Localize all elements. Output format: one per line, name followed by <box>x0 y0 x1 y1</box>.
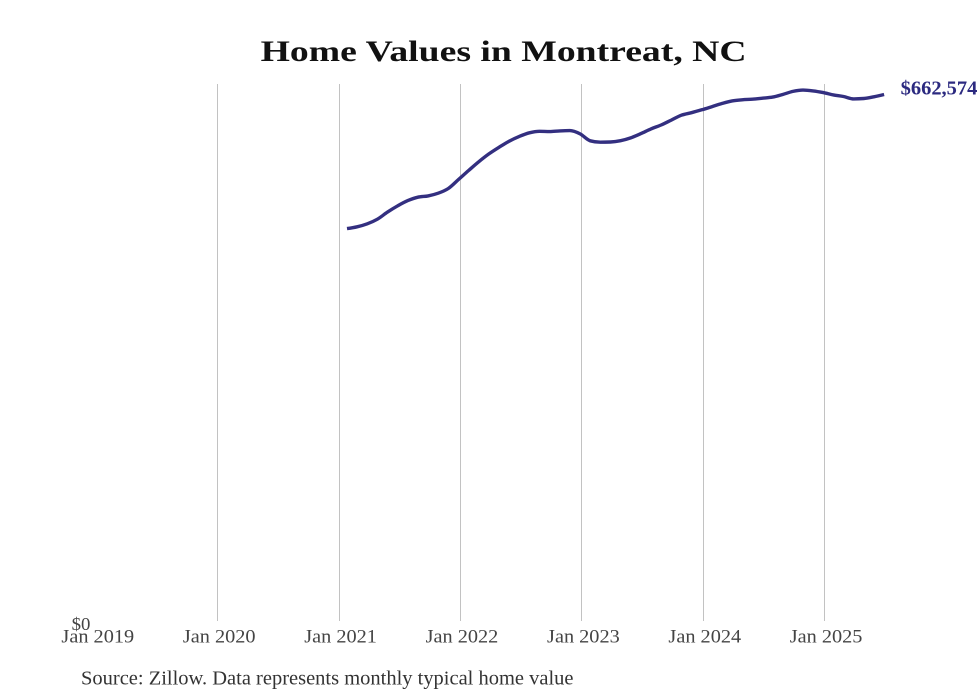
svg-text:Jan 2019: Jan 2019 <box>61 628 134 648</box>
svg-text:Jan 2021: Jan 2021 <box>304 628 377 648</box>
svg-text:$662,574: $662,574 <box>901 78 978 100</box>
svg-text:Jan 2022: Jan 2022 <box>426 628 499 648</box>
svg-text:Source: Zillow. Data represent: Source: Zillow. Data represents monthly … <box>81 668 574 690</box>
svg-text:Jan 2025: Jan 2025 <box>790 628 863 648</box>
svg-text:$0: $0 <box>72 614 91 634</box>
svg-text:Jan 2020: Jan 2020 <box>183 628 256 648</box>
svg-text:Jan 2023: Jan 2023 <box>547 628 620 648</box>
svg-text:Jan 2024: Jan 2024 <box>668 628 741 648</box>
svg-text:Home Values in Montreat, NC: Home Values in Montreat, NC <box>261 35 747 68</box>
